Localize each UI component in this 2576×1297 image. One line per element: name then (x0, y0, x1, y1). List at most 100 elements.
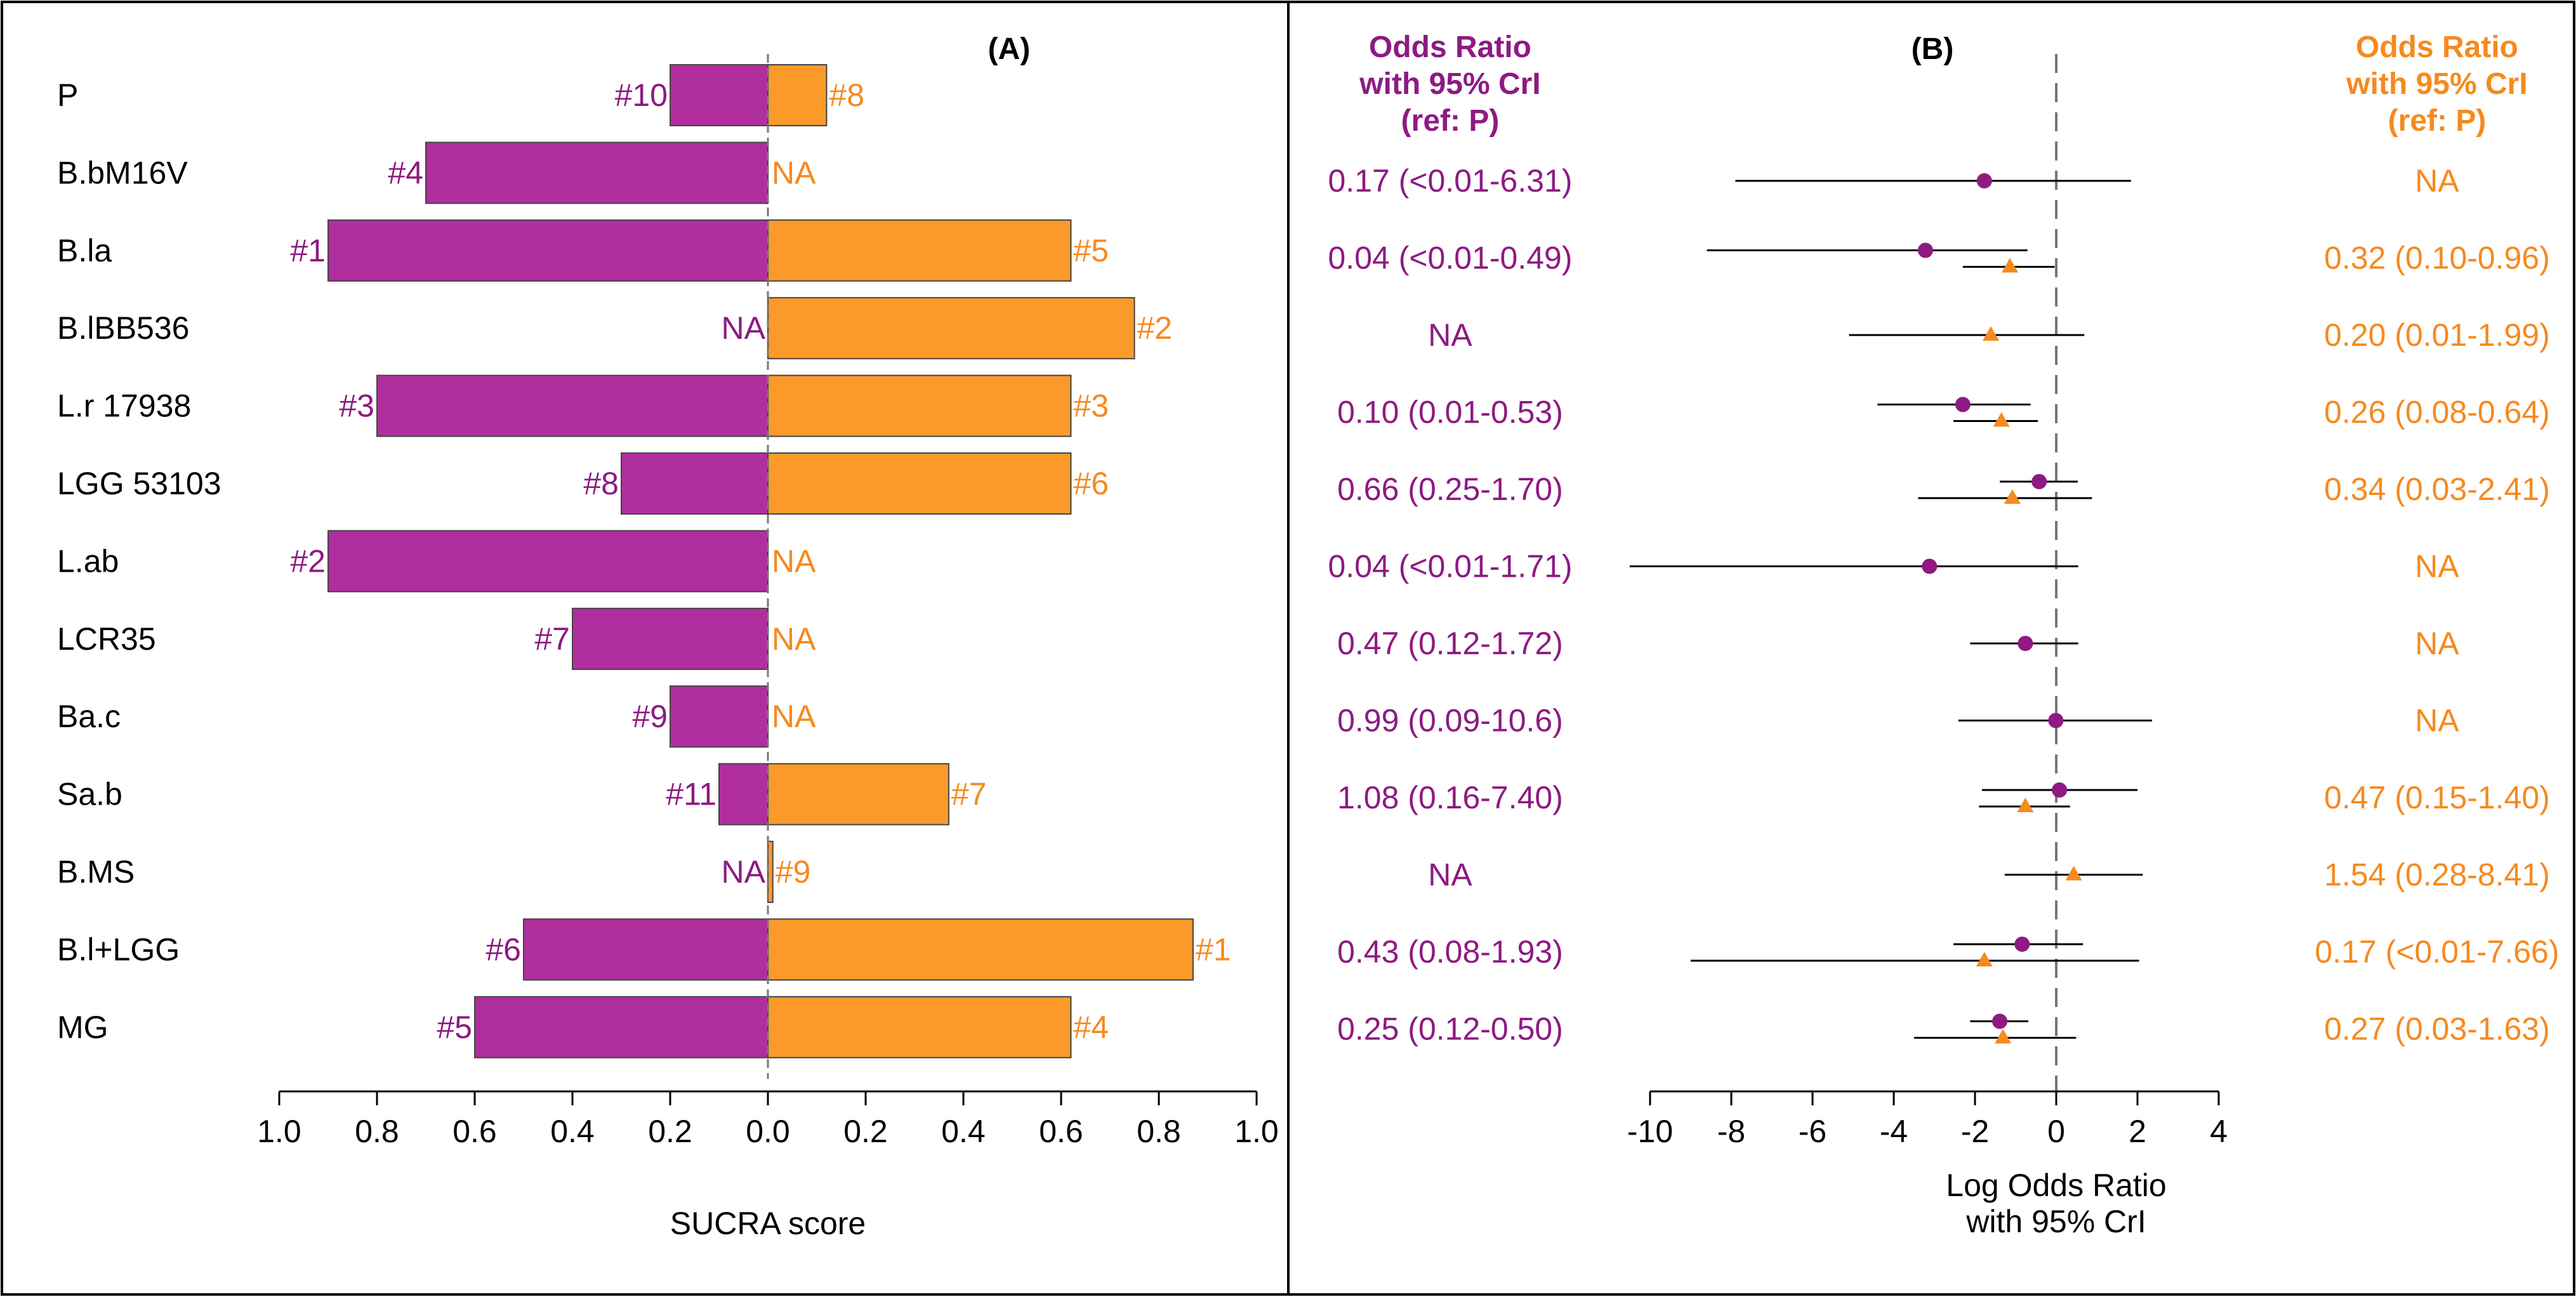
left-or-label: 0.04 (<0.01-0.49) (1328, 240, 1573, 276)
forest-x-tick-label: -8 (1717, 1114, 1745, 1149)
x-tick-label: 0.8 (355, 1114, 399, 1149)
right-or-label: 1.54 (0.28-8.41) (2324, 857, 2550, 893)
x-tick-label: 0.2 (843, 1114, 888, 1149)
purple-point (2031, 474, 2047, 489)
x-tick-label: 0.2 (648, 1114, 692, 1149)
category-label: MG (57, 1010, 109, 1045)
x-tick-label: 0.8 (1137, 1114, 1181, 1149)
left-or-label: 1.08 (0.16-7.40) (1337, 780, 1563, 815)
orange-triangle-point (1982, 326, 1999, 341)
x-tick-label: 0.4 (941, 1114, 986, 1149)
right-rank-label: #1 (1196, 932, 1231, 967)
orange-triangle-point (1993, 412, 2010, 427)
left-header-line2: with 95% CrI (1359, 67, 1540, 101)
panel-b-xlabel-line1: Log Odds Ratio (1946, 1168, 2166, 1203)
right-rank-label: NA (772, 621, 816, 657)
right-or-label: 0.26 (0.08-0.64) (2324, 395, 2550, 430)
left-bar (327, 219, 769, 282)
category-label: B.bM16V (57, 155, 188, 190)
panel-a-xlabel: SUCRA score (670, 1206, 866, 1241)
left-rank-label: #7 (534, 621, 570, 657)
right-header-line2: with 95% CrI (2346, 67, 2527, 101)
category-label: LGG 53103 (57, 466, 221, 501)
left-or-label: 0.17 (<0.01-6.31) (1328, 163, 1573, 199)
left-or-label: 0.66 (0.25-1.70) (1337, 471, 1563, 507)
forest-x-tick-label: 2 (2129, 1114, 2146, 1149)
left-bar (670, 64, 769, 126)
left-rank-label: #1 (290, 233, 326, 268)
left-rank-label: #10 (615, 77, 668, 113)
left-rank-label: #4 (388, 155, 423, 190)
left-or-label: 0.43 (0.08-1.93) (1337, 934, 1563, 970)
left-bar (327, 530, 769, 593)
right-bar (767, 452, 1072, 515)
panel-b-xlabel-line2: with 95% CrI (1965, 1204, 2146, 1239)
right-rank-label: #7 (951, 777, 987, 812)
category-label: L.r 17938 (57, 388, 191, 424)
right-rank-label: #3 (1073, 388, 1109, 424)
left-or-label: NA (1428, 317, 1472, 353)
orange-triangle-point (1995, 1029, 2012, 1044)
left-header-line3: (ref: P) (1401, 104, 1500, 138)
left-rank-label: #3 (339, 388, 374, 424)
x-tick-label: 0.6 (1039, 1114, 1083, 1149)
right-rank-label: #9 (776, 854, 811, 890)
right-or-label: NA (2415, 163, 2459, 199)
right-header-line1: Odds Ratio (2356, 30, 2518, 64)
category-label: B.lBB536 (57, 310, 189, 346)
x-tick-label: 1.0 (257, 1114, 301, 1149)
purple-point (1976, 173, 1992, 188)
forest-x-tick-label: -6 (1799, 1114, 1826, 1149)
right-or-label: NA (2415, 626, 2459, 661)
right-rank-label: NA (772, 543, 816, 579)
forest-x-tick-label: -10 (1627, 1114, 1673, 1149)
forest-x-tick-label: -2 (1961, 1114, 1989, 1149)
right-or-label: NA (2415, 549, 2459, 584)
category-label: B.l+LGG (57, 932, 180, 967)
right-bar (767, 996, 1072, 1058)
purple-point (1917, 242, 1933, 258)
category-label: Sa.b (57, 777, 122, 812)
right-header-line3: (ref: P) (2388, 104, 2487, 138)
left-rank-label: #9 (632, 699, 668, 734)
left-or-label: 0.25 (0.12-0.50) (1337, 1011, 1563, 1047)
left-bar (670, 685, 769, 748)
right-bar (767, 763, 949, 826)
category-label: P (57, 77, 78, 113)
left-or-label: 0.47 (0.12-1.72) (1337, 626, 1563, 661)
left-rank-label: #8 (583, 466, 619, 501)
right-rank-label: NA (772, 155, 816, 190)
right-or-label: 0.20 (0.01-1.99) (2324, 317, 2550, 353)
orange-triangle-point (2017, 798, 2034, 812)
left-bar (621, 452, 769, 515)
left-or-label: 0.99 (0.09-10.6) (1337, 703, 1563, 739)
left-bar (572, 607, 769, 670)
category-label: Ba.c (57, 699, 121, 734)
left-rank-label: #2 (290, 543, 326, 579)
left-bar (376, 374, 769, 437)
left-or-label: 0.10 (0.01-0.53) (1337, 395, 1563, 430)
right-bar (767, 374, 1072, 437)
forest-x-tick-label: -4 (1880, 1114, 1908, 1149)
right-rank-label: #6 (1073, 466, 1109, 501)
x-tick-label: 0.4 (550, 1114, 595, 1149)
purple-point (2018, 636, 2033, 651)
purple-point (2052, 782, 2068, 798)
right-bar (767, 918, 1194, 981)
left-bar (425, 142, 769, 204)
left-rank-label: #11 (666, 777, 717, 812)
right-or-label: 0.17 (<0.01-7.66) (2315, 934, 2559, 970)
forest-x-tick-label: 4 (2210, 1114, 2228, 1149)
right-rank-label: NA (772, 699, 816, 734)
orange-triangle-point (1976, 952, 1993, 966)
left-bar (718, 763, 769, 826)
left-bar (474, 996, 769, 1058)
right-bar (767, 219, 1072, 282)
orange-triangle-point (2065, 866, 2082, 881)
left-or-label: 0.04 (<0.01-1.71) (1328, 549, 1573, 584)
right-rank-label: #8 (829, 77, 864, 113)
x-tick-label: 0.0 (746, 1114, 790, 1149)
left-rank-label: #5 (437, 1010, 472, 1045)
left-or-label: NA (1428, 857, 1472, 893)
